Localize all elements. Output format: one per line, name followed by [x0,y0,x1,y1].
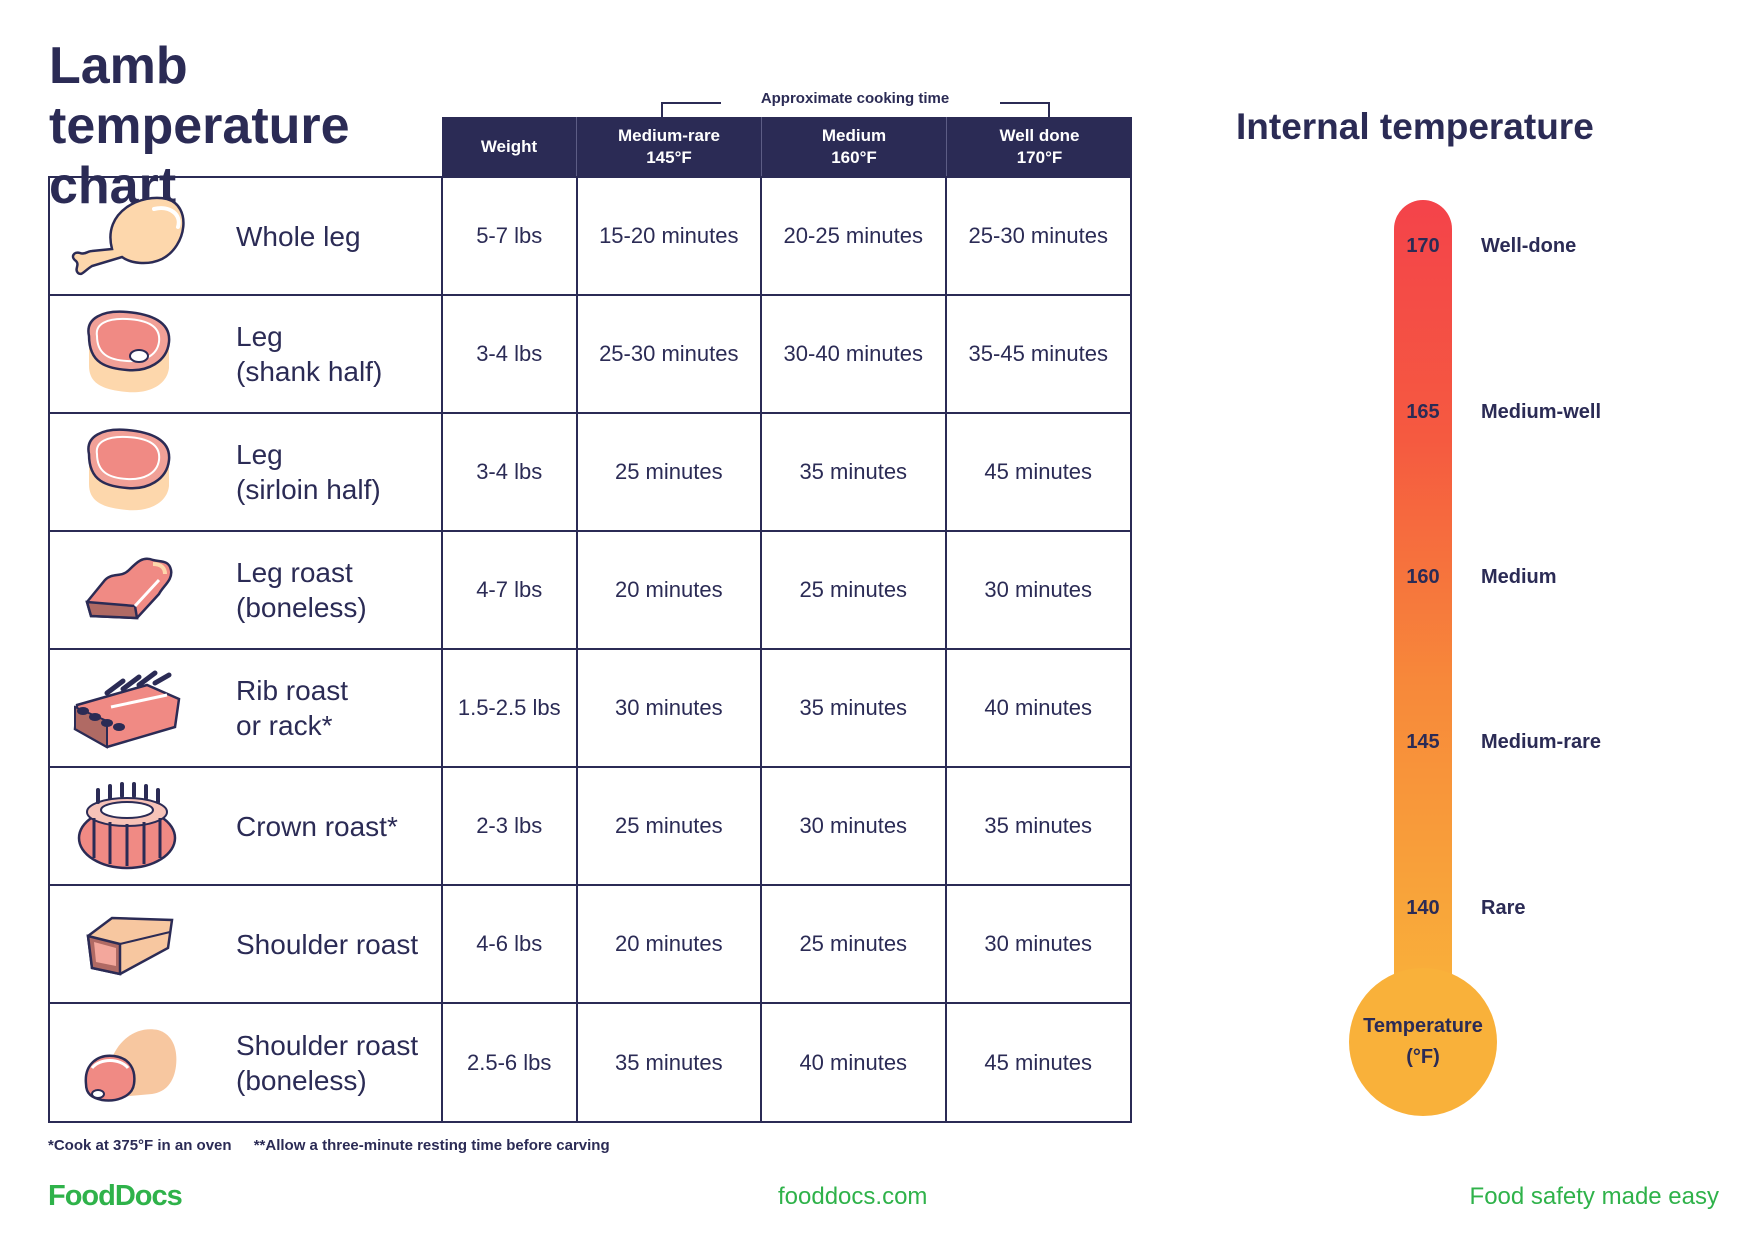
cut-cell: Leg (shank half) [50,296,443,412]
table-row: Whole leg 5-7 lbs 15-20 minutes 20-25 mi… [50,178,1130,296]
medium-cell: 35 minutes [762,414,947,530]
tick-label: Medium [1481,566,1557,588]
medium-cell: 30 minutes [762,768,947,884]
cut-name: Leg (sirloin half) [236,439,381,505]
bulb-label: Temperature [1363,1015,1483,1037]
cut-cell: Rib roast or rack* [50,650,443,766]
tick-label: Well-done [1481,235,1577,257]
bracket-right-vertical [1048,102,1050,117]
table-row: Crown roast* 2-3 lbs 25 minutes 30 minut… [50,768,1130,886]
tick-value: 145 [1406,731,1440,753]
table-row: Shoulder roast 4-6 lbs 20 minutes 25 min… [50,886,1130,1004]
medium-cell: 40 minutes [762,1004,947,1121]
medium-rare-cell: 25-30 minutes [578,296,763,412]
page-title: Lamb temperature chart [49,37,350,215]
tick-label: Medium-well [1481,401,1602,423]
boneless-shoulder-icon [62,1013,192,1113]
well-done-cell: 35-45 minutes [968,341,1108,366]
cut-name: Shoulder roast [236,928,419,960]
medium-rare-cell: 20 minutes [578,532,763,648]
well-done-cell: 45 minutes [984,459,1093,484]
well-done-cell: 30 minutes [984,931,1093,956]
tick-label: Medium-rare [1481,731,1602,753]
lamb-leg-icon [62,186,192,286]
tagline: Food safety made easy [1469,1183,1719,1210]
table-header: Weight Medium-rare 145°F Medium 160°F Well… [442,117,1132,177]
well-done-cell: 35 minutes [984,813,1093,838]
cut-name: Rib roast or rack* [236,675,349,741]
cut-cell: Whole leg [50,178,443,294]
boneless-roast-icon [62,540,192,640]
well-done-cell: 25-30 minutes [968,223,1108,248]
medium-rare-cell: 35 minutes [578,1004,763,1121]
cut-name: Shoulder roast (boneless) [236,1029,419,1096]
medium-rare-cell: 30 minutes [578,650,763,766]
table-row: Leg (sirloin half) 3-4 lbs 25 minutes 35… [50,414,1130,532]
medium-cell: 20-25 minutes [762,178,947,294]
weight-cell: 3-4 lbs [443,414,578,530]
rib-rack-icon [62,658,192,758]
well-done-cell: 40 minutes [984,695,1093,720]
medium-rare-cell: 15-20 minutes [578,178,763,294]
cut-name: Whole leg [236,220,361,252]
cut-cell: Shoulder roast (boneless) [50,1004,443,1121]
cut-name: Leg roast (boneless) [236,557,367,623]
table-row: Leg (shank half) 3-4 lbs 25-30 minutes 3… [50,296,1130,414]
footnote-resting: **Allow a three-minute resting time befo… [253,1137,610,1154]
well-done-cell: 45 minutes [984,1049,1093,1075]
tick-value: 160 [1406,566,1440,588]
tick-value: 165 [1406,401,1440,423]
header-well-done: Well done 170°F [999,126,1080,167]
medium-cell: 30-40 minutes [762,296,947,412]
table-row: Shoulder roast (boneless) 2.5-6 lbs 35 m… [50,1004,1130,1121]
cut-cell: Leg roast (boneless) [50,532,443,648]
bracket-right-horizontal [1000,102,1050,104]
site-link[interactable]: fooddocs.com [778,1183,928,1210]
weight-cell: 2.5-6 lbs [443,1004,578,1121]
cut-cell: Shoulder roast [50,886,443,1002]
bulb-unit: (°F) [1406,1046,1440,1068]
weight-cell: 1.5-2.5 lbs [443,650,578,766]
footnote-oven: *Cook at 375°F in an oven [48,1137,232,1154]
header-medium-rare: Medium-rare 145°F [577,117,762,177]
table-row: Leg roast (boneless) 4-7 lbs 20 minutes … [50,532,1130,650]
bracket-left-vertical [661,102,663,117]
medium-rare-cell: 20 minutes [578,886,763,1002]
weight-cell: 4-6 lbs [443,886,578,1002]
medium-rare-cell: 25 minutes [578,414,763,530]
well-done-cell: 30 minutes [984,577,1093,602]
table-row: Rib roast or rack* 1.5-2.5 lbs 30 minute… [50,650,1130,768]
cut-name: Crown roast* [236,810,398,842]
cut-cell: Crown roast* [50,768,443,884]
cut-name: Leg (shank half) [236,321,383,387]
medium-cell: 25 minutes [762,886,947,1002]
weight-cell: 3-4 lbs [443,296,578,412]
footnotes: *Cook at 375°F in an oven **Allow a thre… [48,1137,628,1154]
medium-cell: 35 minutes [762,650,947,766]
medium-rare-cell: 25 minutes [578,768,763,884]
weight-cell: 4-7 lbs [443,532,578,648]
steak-icon [62,422,192,522]
tick-value: 170 [1406,235,1440,257]
thermometer-bulb: Temperature (°F) [1349,968,1497,1116]
weight-cell: 2-3 lbs [443,768,578,884]
crown-roast-icon [62,776,192,876]
thermometer-tube [1394,200,1452,1000]
table-body: Whole leg 5-7 lbs 15-20 minutes 20-25 mi… [48,176,1132,1123]
medium-cell: 25 minutes [762,532,947,648]
header-weight: Weight [442,117,577,177]
weight-cell: 5-7 lbs [443,178,578,294]
cooking-time-group-label: Approximate cooking time [760,90,950,107]
tick-value: 140 [1406,897,1440,919]
thermometer-title: Internal temperature [1236,106,1594,147]
shoulder-roast-icon [62,894,192,994]
brand-logo[interactable]: FoodDocs [48,1180,183,1212]
cut-cell: Leg (sirloin half) [50,414,443,530]
header-medium: Medium 160°F [762,117,947,177]
tick-label: Rare [1481,897,1526,919]
bracket-left-horizontal [661,102,721,104]
steak-bone-icon [62,304,192,404]
